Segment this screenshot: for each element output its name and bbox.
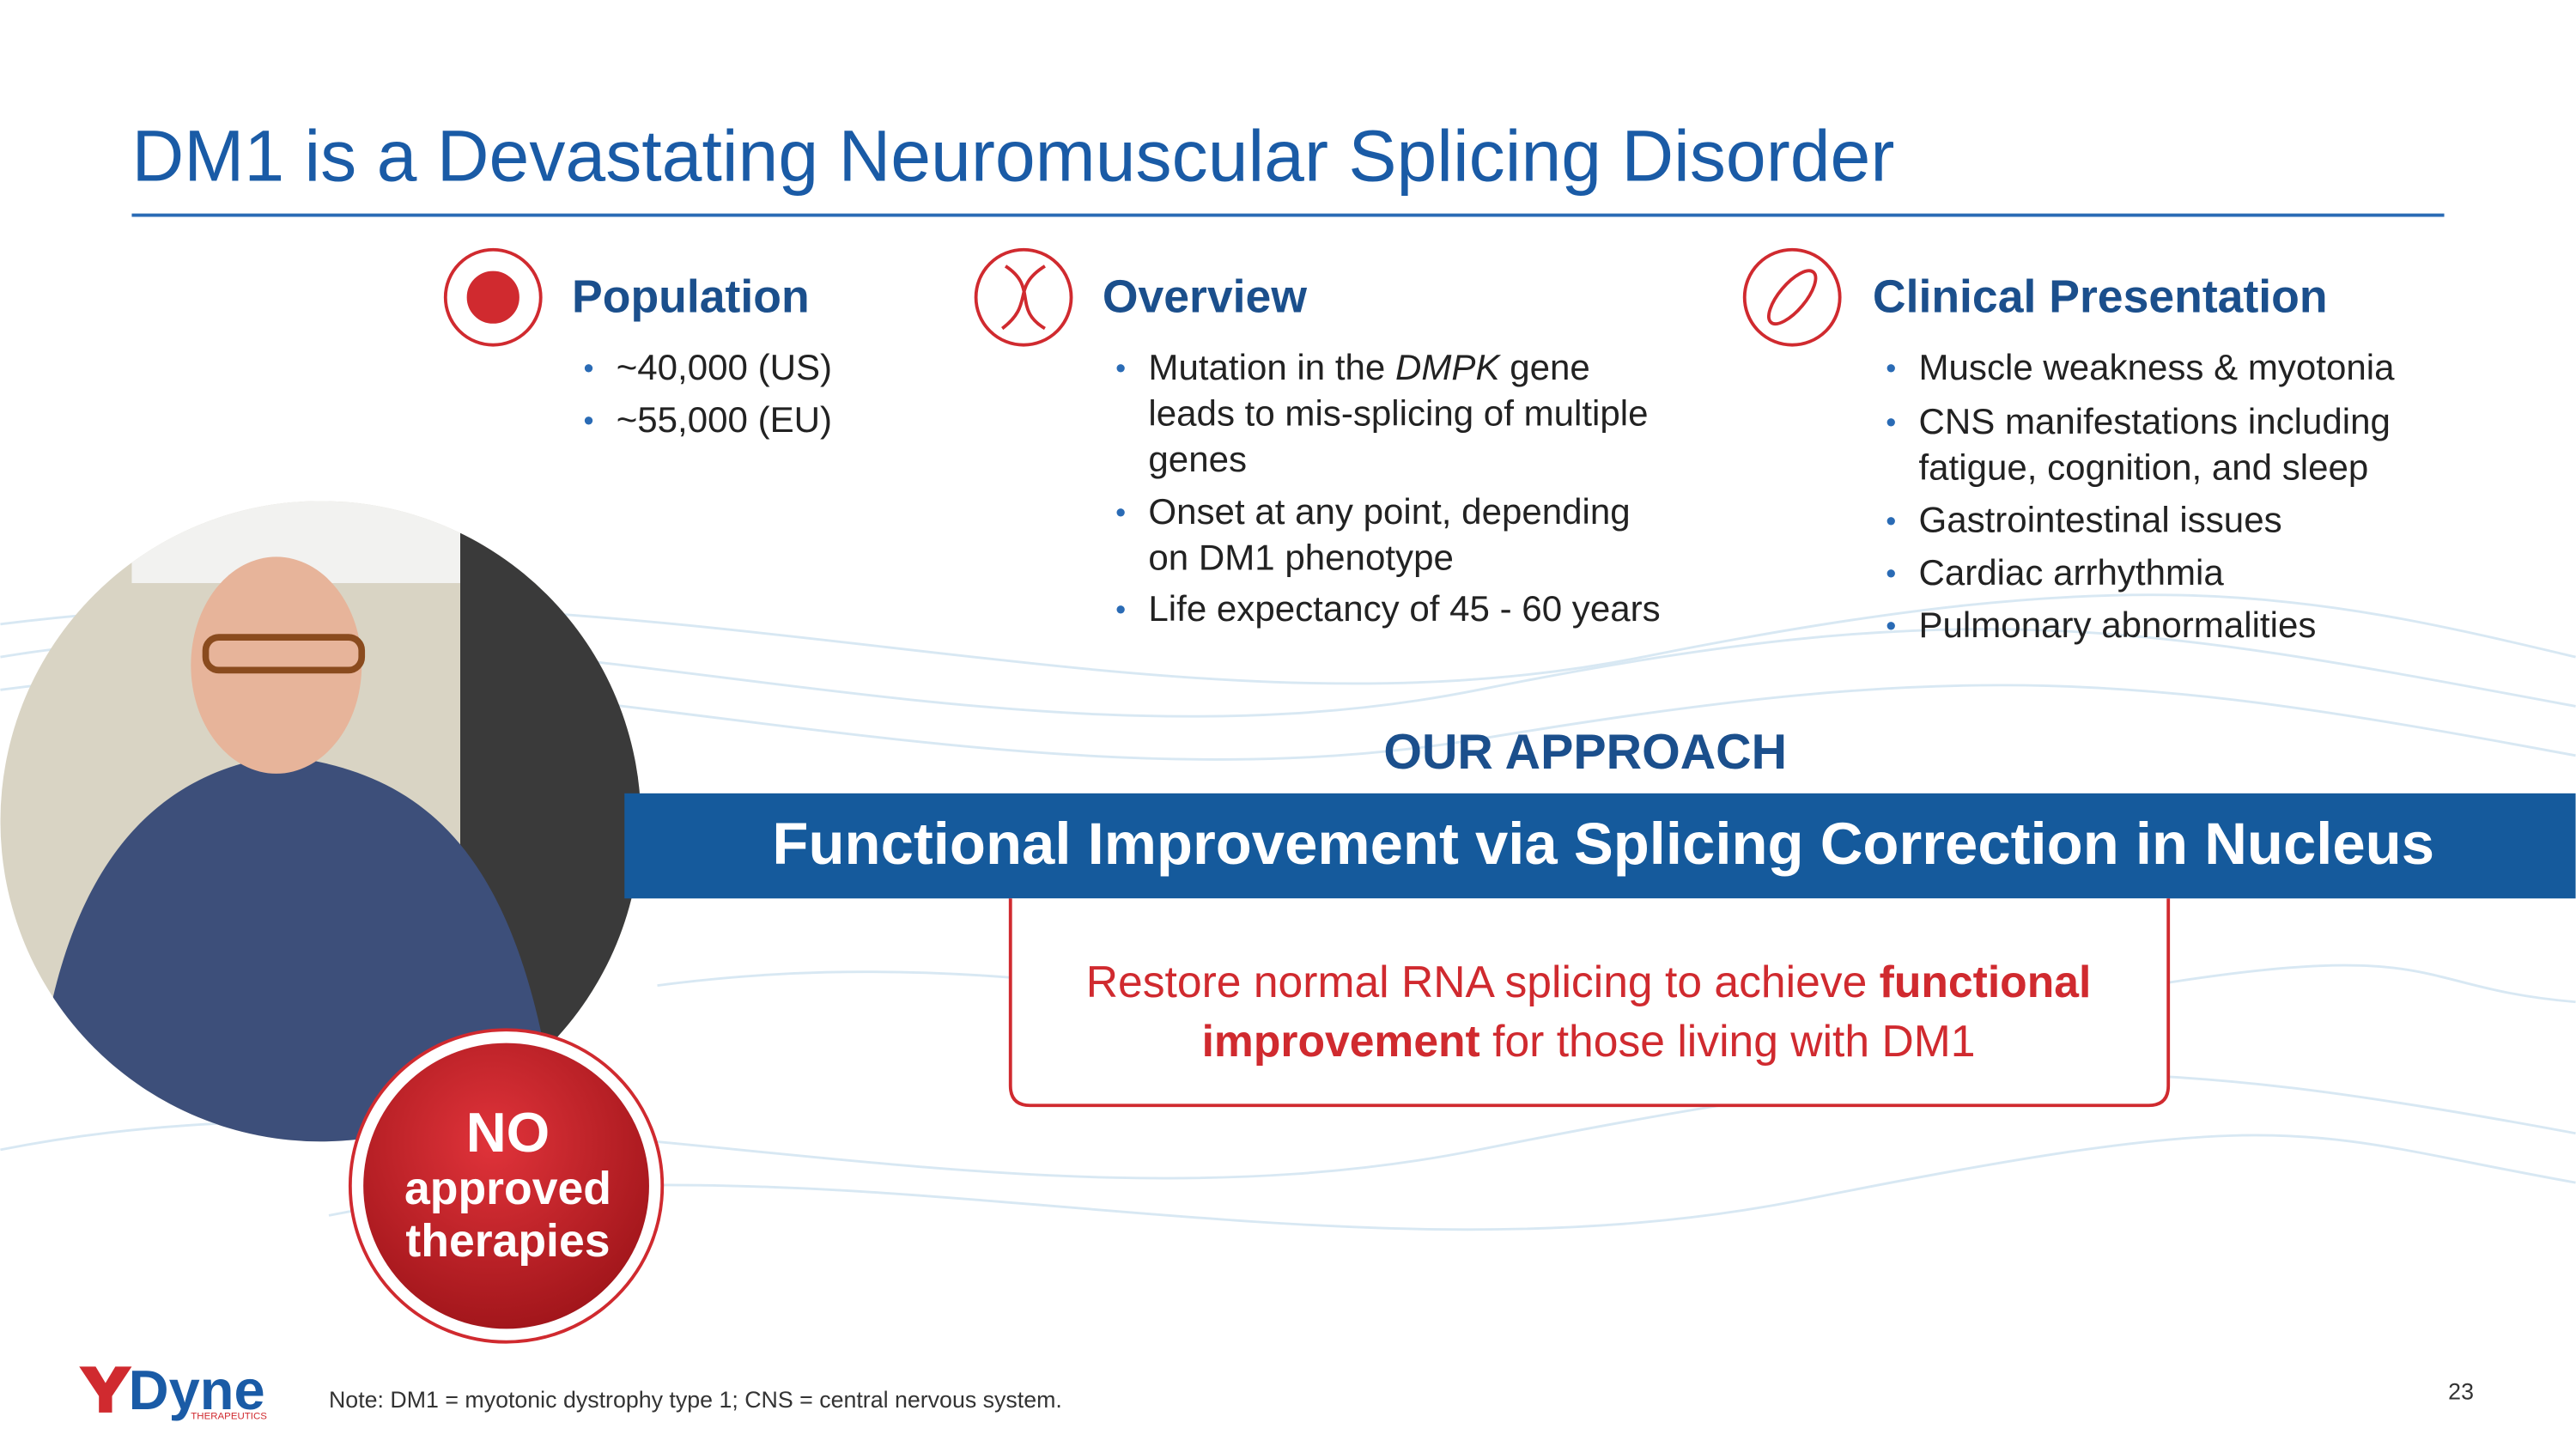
bullet-dot: • <box>1115 496 1126 529</box>
columns: Population Overview Clinical Presentatio… <box>572 271 2395 645</box>
bullet-text: Pulmonary abnormalities <box>1918 605 2316 645</box>
title: DM1 is a Devastating Neuromuscular Splic… <box>131 115 1894 196</box>
footnote: Note: DM1 = myotonic dystrophy type 1; C… <box>329 1387 1062 1413</box>
bullet-dot: • <box>1886 406 1896 439</box>
heading: Population <box>572 271 810 322</box>
bullet-text: on DM1 phenotype <box>1148 538 1453 578</box>
bullet-dot: • <box>1115 593 1126 626</box>
statement-text: for those living with DM1 <box>1480 1016 1976 1066</box>
bullet-text: Life expectancy of 45 - 60 years <box>1148 588 1660 629</box>
bullet-text: gene <box>1500 347 1590 387</box>
statement: improvement for those living with DM1 <box>1202 1016 1976 1066</box>
bullet-text: CNS manifestations including <box>1918 401 2390 441</box>
bullet-dot: • <box>583 352 593 385</box>
bullet-text: Gastrointestinal issues <box>1918 500 2281 540</box>
heading: Overview <box>1103 271 1307 322</box>
bullet-line: genes <box>1148 439 1247 479</box>
bullet-line: fatigue, cognition, and sleep <box>1918 447 2368 488</box>
bullet-line: ~55,000 (EU) <box>617 399 832 440</box>
bullet-text: Cardiac arrhythmia <box>1918 552 2224 593</box>
bullet-dot: • <box>583 404 593 437</box>
logo-sub: THERAPEUTICS <box>191 1412 267 1422</box>
bullet-text: ~55,000 (EU) <box>617 399 832 440</box>
bullet-line: Pulmonary abnormalities <box>1918 605 2316 645</box>
approach-label: OUR APPROACH <box>1383 725 1787 780</box>
bullet-text: genes <box>1148 439 1247 479</box>
bullet-dot: • <box>1115 352 1126 385</box>
badge-text: approved <box>404 1164 611 1214</box>
bullet-line: Onset at any point, depending <box>1148 491 1630 532</box>
bullet-dot: • <box>1886 505 1896 538</box>
bullet-text: fatigue, cognition, and sleep <box>1918 447 2368 488</box>
bullet-text: Onset at any point, depending <box>1148 491 1630 532</box>
bullet-line: Cardiac arrhythmia <box>1918 552 2224 593</box>
badge <box>363 1043 649 1329</box>
icons <box>443 247 1842 347</box>
bullet-text: DMPK <box>1395 347 1501 387</box>
bullet-line: Gastrointestinal issues <box>1918 500 2281 540</box>
statement: Restore normal RNA splicing to achieve f… <box>1086 957 2092 1006</box>
statement-text: Restore normal RNA splicing to achieve <box>1086 957 1880 1006</box>
bullet-line: leads to mis-splicing of multiple <box>1148 392 1648 433</box>
statement-bold: improvement <box>1202 1016 1480 1066</box>
bullet-line: Muscle weakness & myotonia <box>1918 347 2395 387</box>
bullet-text: ~40,000 (US) <box>617 347 832 387</box>
bullet-line: on DM1 phenotype <box>1148 538 1453 578</box>
statement-bold: functional <box>1880 957 2092 1006</box>
bullet-text: leads to mis-splicing of multiple <box>1148 392 1648 433</box>
heading: Clinical Presentation <box>1873 271 2328 322</box>
page-number: 23 <box>2448 1379 2474 1405</box>
bullet-dot: • <box>1886 352 1896 385</box>
bullet-line: Life expectancy of 45 - 60 years <box>1148 588 1660 629</box>
bullet-dot: • <box>1886 610 1896 642</box>
bullet-text: Mutation in the <box>1148 347 1395 387</box>
bullet-text: Muscle weakness & myotonia <box>1918 347 2395 387</box>
logo: Dyne <box>129 1359 265 1421</box>
bullet-line: ~40,000 (US) <box>617 347 832 387</box>
badge-text: NO <box>466 1101 550 1164</box>
statement-box <box>1008 898 2171 1108</box>
bullet-line: Mutation in the DMPK gene <box>1148 347 1589 387</box>
badge-text: therapies <box>405 1216 610 1267</box>
banner-text: Functional Improvement via Splicing Corr… <box>772 811 2434 877</box>
bullet-line: CNS manifestations including <box>1918 401 2390 441</box>
banner <box>624 793 2576 899</box>
bullet-dot: • <box>1886 557 1896 590</box>
logo-mark <box>79 1366 132 1413</box>
